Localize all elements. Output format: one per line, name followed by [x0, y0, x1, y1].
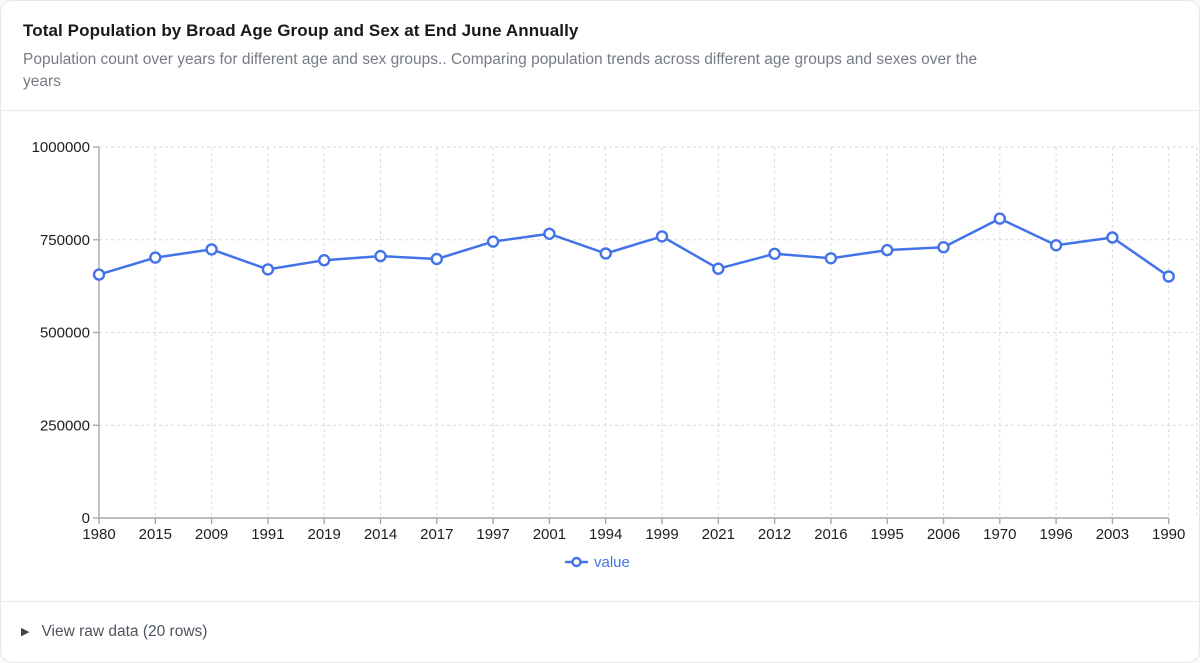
x-tick-label: 2012	[758, 526, 791, 543]
data-point[interactable]	[655, 230, 669, 243]
x-tick-label: 2003	[1096, 526, 1129, 543]
x-tick-label: 2019	[308, 526, 341, 543]
y-tick-label: 250000	[40, 417, 90, 434]
data-point[interactable]	[1049, 239, 1063, 252]
data-point[interactable]	[486, 235, 500, 248]
x-tick-label: 2006	[927, 526, 960, 543]
x-tick-label: 2016	[814, 526, 847, 543]
raw-data-toggle: ▶ View raw data (20 rows)	[1, 602, 1199, 662]
data-point[interactable]	[768, 247, 781, 261]
x-tick-label: 1980	[82, 526, 115, 543]
chart-subtitle: Population count over years for differen…	[23, 51, 978, 90]
data-point[interactable]	[599, 247, 612, 260]
x-tick-label: 1997	[476, 526, 509, 543]
data-point[interactable]	[261, 263, 275, 276]
x-tick-label: 2017	[420, 526, 453, 543]
legend-item[interactable]: value	[564, 554, 630, 571]
y-tick-label: 750000	[40, 232, 90, 249]
x-tick-label: 1999	[645, 526, 678, 543]
x-tick-label: 1995	[871, 526, 904, 543]
legend-marker-icon	[571, 556, 582, 568]
legend-label: value	[594, 554, 630, 571]
data-point[interactable]	[937, 240, 950, 254]
data-point[interactable]	[1106, 231, 1119, 244]
x-tick-label: 1970	[983, 526, 1016, 543]
y-tick-label: 1000000	[32, 139, 90, 156]
raw-data-summary[interactable]: ▶ View raw data (20 rows)	[1, 602, 1199, 662]
data-point[interactable]	[712, 262, 725, 275]
data-point[interactable]	[318, 253, 331, 267]
y-tick-label: 500000	[40, 325, 90, 342]
data-point[interactable]	[824, 252, 838, 265]
expander-icon: ▶	[21, 625, 30, 638]
x-tick-label: 2014	[364, 526, 397, 543]
x-tick-label: 2001	[533, 526, 566, 543]
data-point[interactable]	[993, 212, 1006, 225]
chart-title: Total Population by Broad Age Group and …	[23, 21, 579, 40]
data-point[interactable]	[881, 243, 894, 257]
data-point[interactable]	[149, 251, 162, 264]
y-tick-label: 0	[82, 510, 90, 527]
data-point[interactable]	[92, 268, 106, 281]
data-point[interactable]	[1162, 270, 1175, 283]
data-point[interactable]	[205, 243, 218, 256]
line-chart: 0 250000 500000 750000 1000000 1980 2015 2009 19…	[32, 139, 1198, 571]
x-tick-label: 2009	[195, 526, 228, 543]
data-point[interactable]	[374, 249, 387, 263]
data-point[interactable]	[543, 227, 556, 241]
data-point[interactable]	[430, 252, 443, 266]
x-tick-label: 1996	[1039, 526, 1072, 543]
x-tick-label: 1994	[589, 526, 622, 543]
x-tick-label: 2021	[702, 526, 735, 543]
chart-header: Total Population by Broad Age Group and …	[1, 1, 1199, 111]
series-line	[97, 217, 1170, 278]
chart-area: 0 250000 500000 750000 1000000 1980 2015 2009 19…	[1, 111, 1199, 602]
x-tick-label: 1991	[251, 526, 284, 543]
x-tick-label: 1990	[1152, 526, 1185, 543]
raw-data-label: View raw data (20 rows)	[41, 623, 208, 640]
x-tick-label: 2015	[139, 526, 172, 543]
